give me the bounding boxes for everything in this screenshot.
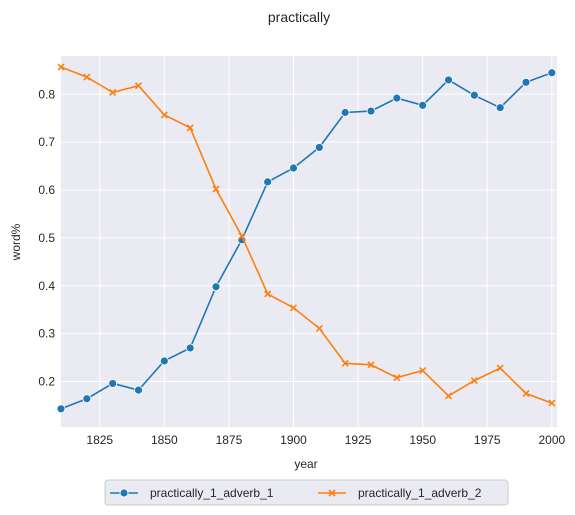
- data-point: [290, 164, 298, 172]
- y-tick-label: 0.7: [38, 135, 55, 149]
- data-point: [83, 395, 91, 403]
- data-point: [419, 101, 427, 109]
- data-point: [186, 344, 194, 352]
- x-tick-label: 1850: [151, 433, 178, 447]
- y-tick-label: 0.5: [38, 231, 55, 245]
- x-axis: 1825 1850 1875 1900 1925 1950 1975 2000: [86, 433, 565, 447]
- data-point: [264, 178, 272, 186]
- data-point: [57, 405, 65, 413]
- data-point: [367, 107, 375, 115]
- legend-label: practically_1_adverb_2: [358, 486, 482, 500]
- y-tick-label: 0.2: [38, 375, 55, 389]
- plot-area: [61, 56, 557, 427]
- y-tick-label: 0.6: [38, 183, 55, 197]
- y-tick-label: 0.8: [38, 87, 55, 101]
- data-point: [315, 143, 323, 151]
- data-point: [393, 94, 401, 102]
- data-point: [212, 283, 220, 291]
- legend-label: practically_1_adverb_1: [150, 486, 274, 500]
- data-point: [109, 379, 117, 387]
- chart-title: practically: [268, 9, 330, 25]
- x-tick-label: 1925: [345, 433, 372, 447]
- x-tick-label: 1950: [409, 433, 436, 447]
- x-tick-label: 1975: [474, 433, 501, 447]
- x-tick-label: 2000: [538, 433, 565, 447]
- data-point: [445, 76, 453, 84]
- data-point: [341, 108, 349, 116]
- data-point: [496, 104, 504, 112]
- data-point: [522, 78, 530, 86]
- y-tick-label: 0.4: [38, 279, 55, 293]
- data-point: [135, 386, 143, 394]
- y-axis: 0.2 0.3 0.4 0.5 0.6 0.7 0.8: [38, 87, 55, 388]
- y-axis-label: word%: [9, 223, 23, 261]
- data-point: [548, 69, 556, 77]
- data-point: [160, 357, 168, 365]
- x-tick-label: 1825: [86, 433, 113, 447]
- legend-marker: [120, 489, 128, 497]
- x-tick-label: 1900: [280, 433, 307, 447]
- x-tick-label: 1875: [216, 433, 243, 447]
- legend: practically_1_adverb_1 practically_1_adve…: [105, 480, 508, 505]
- x-axis-label: year: [294, 457, 317, 471]
- y-tick-label: 0.3: [38, 327, 55, 341]
- data-point: [470, 91, 478, 99]
